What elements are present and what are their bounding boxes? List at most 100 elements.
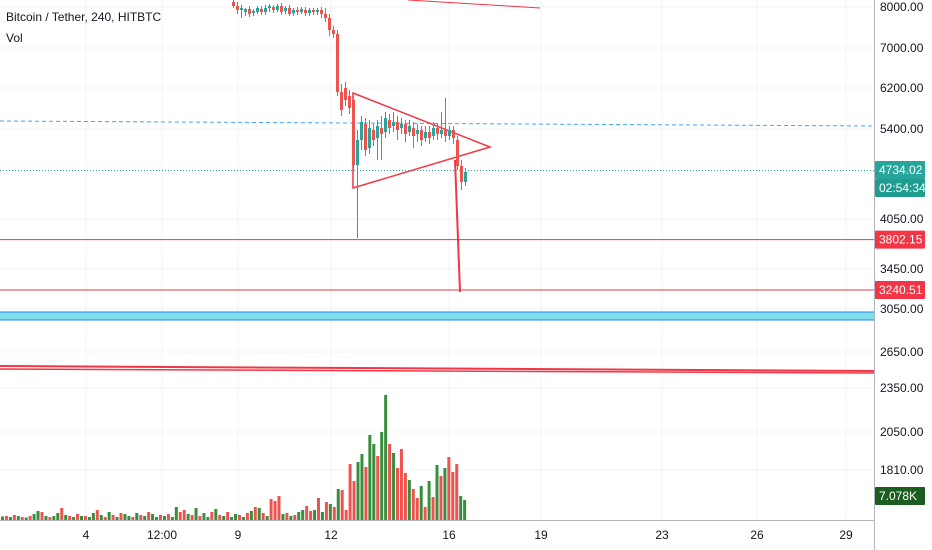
candle-body [424, 132, 427, 138]
candle-body [260, 9, 263, 12]
volume-indicator-label[interactable]: Vol [6, 31, 23, 45]
volume-bar [443, 468, 447, 520]
candle-body [264, 8, 267, 12]
volume-value-badge: 7.078K [879, 489, 917, 503]
volume-bar [218, 515, 222, 520]
volume-bar [332, 507, 336, 520]
volume-bar [313, 510, 317, 520]
volume-bar [87, 517, 91, 520]
volume-bar [388, 444, 392, 520]
candle-body [328, 18, 331, 30]
volume-bar [44, 516, 48, 520]
volume-bar [182, 510, 186, 520]
candle-body [232, 2, 235, 6]
volume-bar [8, 517, 12, 520]
volume-bar [91, 513, 95, 520]
symbol-title[interactable]: Bitcoin / Tether, 240, HITBTC [6, 10, 162, 24]
volume-bar [222, 516, 226, 520]
volume-bar [198, 516, 202, 520]
candle-body [244, 9, 247, 12]
volume-bar [20, 517, 24, 520]
chart-legend: Bitcoin / Tether, 240, HITBTC Vol [6, 9, 161, 47]
volume-bar [328, 504, 332, 520]
volume-bar [4, 516, 8, 520]
candle-body [460, 166, 463, 182]
candle-body [256, 8, 259, 12]
volume-bar [226, 512, 230, 520]
candle-body [420, 130, 423, 140]
candle-body [412, 128, 415, 136]
volume-bar [52, 516, 56, 520]
volume-bar [40, 512, 44, 520]
volume-bar [64, 515, 68, 520]
volume-bar [384, 395, 388, 520]
volume-bar [360, 454, 364, 520]
price-tick-label: 4050.00 [880, 212, 924, 226]
candle-body [432, 128, 435, 136]
candle-body [288, 8, 291, 14]
volume-bar [455, 464, 459, 520]
price-tick-label: 6200.00 [880, 81, 924, 95]
candle-body [248, 9, 251, 14]
volume-bar [143, 516, 147, 520]
price-tick-label: 8000.00 [880, 0, 924, 14]
volume-bar [107, 512, 111, 520]
volume-bar [72, 517, 76, 520]
projection-line [454, 159, 461, 293]
volume-bar [234, 514, 238, 520]
volume-bar [162, 516, 166, 520]
time-tick-label: 12 [324, 528, 338, 542]
candle-body [388, 120, 391, 128]
volume-bar [95, 510, 99, 520]
volume-bar [253, 507, 257, 520]
candle-body [280, 6, 283, 12]
volume-bar [155, 517, 159, 520]
volume-bar [348, 464, 352, 520]
candle-body [396, 122, 399, 130]
bar-countdown-badge: 02:54:34 [879, 181, 926, 195]
volume-bar [439, 476, 443, 520]
volume-bar [435, 465, 439, 520]
volume-bar [344, 510, 348, 520]
level-badge-upper-bg [875, 230, 925, 249]
volume-bar [170, 517, 174, 520]
volume-bar [301, 510, 305, 520]
volume-bar [241, 517, 245, 520]
volume-bar [376, 456, 380, 520]
volume-bar [1, 516, 4, 520]
candle-body [364, 124, 367, 150]
price-axis[interactable]: 8000.00 7000.00 6200.00 5400.00 4050.00 3450.… [874, 0, 924, 550]
price-tick-label: 1810.00 [880, 463, 924, 477]
volume-bar [399, 449, 403, 520]
volume-bar [293, 515, 297, 520]
candle-body [452, 130, 455, 138]
price-tick-label: 2350.00 [880, 381, 924, 395]
volume-bar [463, 500, 467, 520]
time-axis[interactable]: 4 12:00 9 12 16 19 23 26 29 [0, 520, 874, 543]
volume-bar [269, 499, 273, 520]
support-zone-band [0, 312, 874, 320]
volume-bar [257, 508, 261, 520]
volume-bar [285, 513, 289, 520]
volume-bar [380, 432, 384, 520]
volume-bar [320, 512, 324, 520]
candle-body [296, 10, 299, 12]
volume-bar [190, 515, 194, 520]
volume-bar [202, 513, 206, 520]
candle-body [292, 10, 295, 13]
volume-bar [364, 467, 368, 520]
price-tick-label: 3450.00 [880, 262, 924, 276]
candle-body [352, 100, 355, 165]
candle-body [332, 30, 335, 34]
current-price-badge-bg [875, 161, 925, 179]
candle-body [428, 132, 431, 138]
candle-body [444, 130, 447, 136]
volume-bar [147, 512, 151, 520]
candle-body [380, 128, 383, 134]
chart-drawings [0, 0, 875, 374]
level-badge-lower: 3240.51 [879, 283, 923, 297]
volume-bar [297, 512, 301, 520]
volume-bar [36, 511, 40, 520]
volume-bar [317, 498, 320, 520]
